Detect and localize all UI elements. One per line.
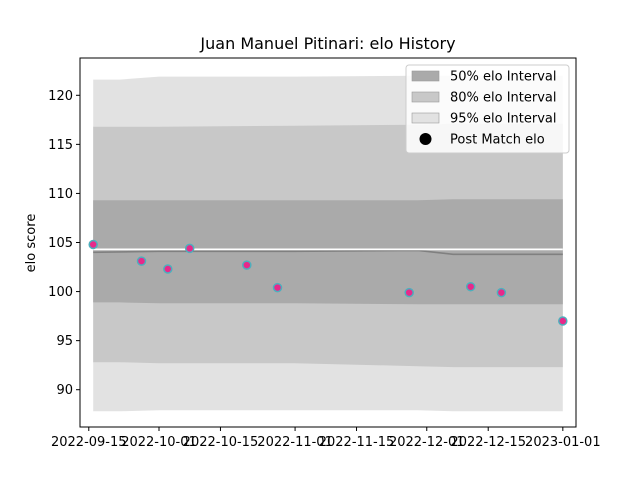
y-tick-label-3: 105: [48, 236, 73, 251]
data-point-1: [136, 256, 147, 266]
legend-label-3: Post Match elo: [450, 133, 545, 148]
chart-title: Juan Manuel Pitinari: elo History: [199, 34, 455, 53]
data-point-8: [496, 287, 507, 298]
legend-marker: [419, 133, 432, 145]
y-tick-label-4: 110: [48, 187, 73, 202]
x-tick-label-3: 2022-11-01: [257, 435, 333, 450]
data-point-6: [404, 287, 414, 298]
y-tick-label-0: 90: [56, 383, 73, 398]
y-tick-label-1: 95: [56, 334, 73, 349]
y-tick-label-2: 100: [48, 285, 73, 300]
legend-swatch-0: [411, 70, 440, 82]
x-tick-label-5: 2022-12-01: [389, 435, 465, 450]
y-tick-label-5: 115: [48, 138, 73, 153]
x-tick-label-4: 2022-11-15: [319, 435, 395, 450]
data-point-3: [184, 243, 195, 254]
data-point-2: [163, 264, 173, 274]
data-point-9: [558, 316, 568, 326]
x-tick-label-1: 2022-10-01: [121, 435, 197, 450]
legend-swatch-2: [411, 112, 440, 124]
data-point-5: [272, 282, 283, 293]
x-tick-label-6: 2022-12-15: [450, 435, 526, 450]
legend-label-2: 95% elo Interval: [450, 112, 557, 127]
legend-label-1: 80% elo Interval: [450, 91, 557, 106]
y-axis-ticks: 90 95 100 105 110 115 120: [48, 89, 80, 398]
x-tick-label-7: 2023-01-01: [525, 435, 601, 450]
y-tick-label-6: 120: [48, 89, 73, 104]
confidence-bands: [93, 75, 563, 412]
data-point-4: [242, 260, 252, 270]
legend-label-0: 50% elo Interval: [450, 70, 557, 85]
data-point-0: [88, 239, 98, 250]
x-tick-label-2: 2022-10-15: [183, 435, 259, 450]
legend-swatch-1: [411, 91, 440, 103]
legend: 50% elo Interval 80% elo Interval 95% elo …: [405, 64, 570, 154]
data-point-7: [465, 281, 476, 292]
series-lines: [93, 248, 563, 256]
x-tick-label-0: 2022-09-15: [51, 435, 127, 450]
post-match-points: [88, 239, 568, 326]
series-line-0: [93, 249, 563, 256]
legend-box: [405, 64, 570, 154]
y-axis-label: elo score: [24, 214, 39, 273]
